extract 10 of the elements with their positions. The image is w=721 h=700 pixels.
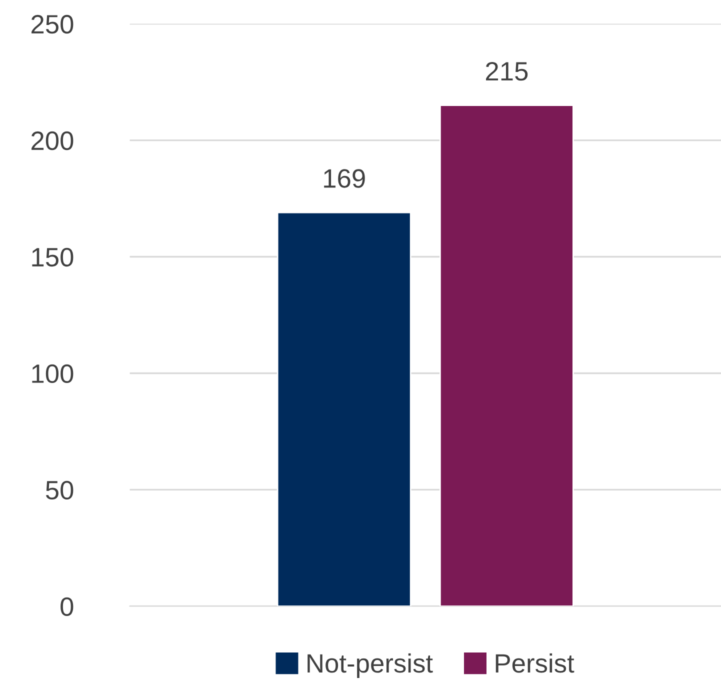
legend-label: Persist [496, 653, 574, 673]
y-tick-label: 200 [32, 131, 74, 150]
y-tick-label: 50 [46, 480, 74, 500]
data-label: 169 [324, 169, 365, 188]
y-tick-label: 0 [60, 597, 74, 616]
y-tick-label: 100 [32, 364, 74, 384]
y-tick-label: 250 [32, 14, 74, 34]
legend-label: Not-persist [308, 653, 433, 678]
y-tick-label: 150 [32, 248, 74, 267]
data-label: 215 [486, 62, 528, 81]
